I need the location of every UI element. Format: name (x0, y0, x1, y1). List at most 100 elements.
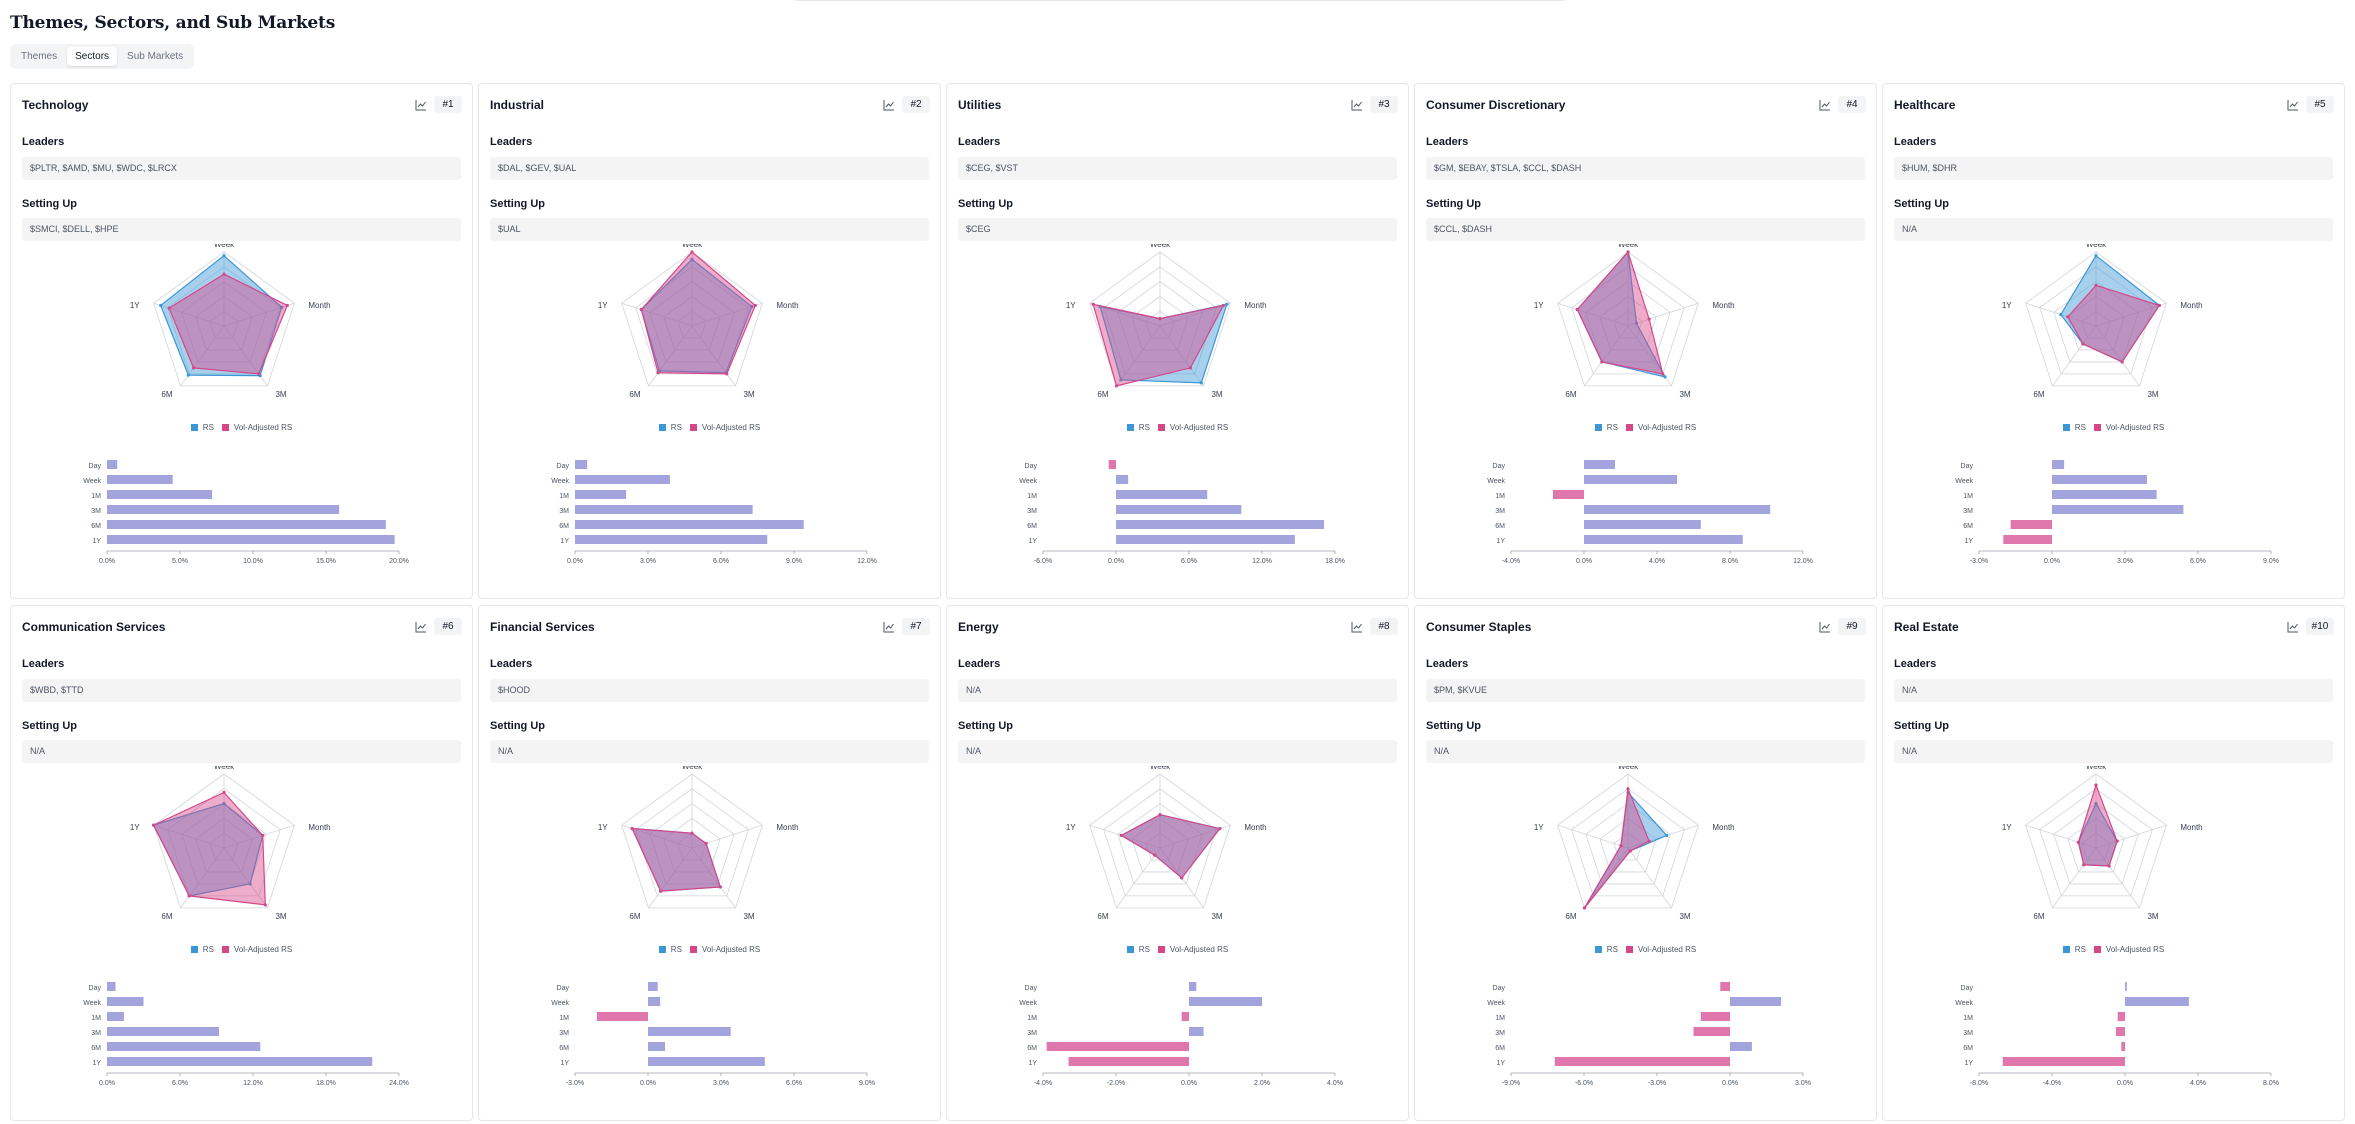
bar-mark (1116, 475, 1129, 484)
legend-item-vol-rs[interactable]: Vol-Adjusted RS (1625, 945, 1696, 954)
radar-series-rs-point (2094, 254, 2098, 258)
radar-grid-ring (649, 803, 735, 885)
radar-grid-ring (209, 310, 239, 339)
radar-axis-label: 1Y (598, 301, 608, 310)
bar-mark (1181, 1012, 1189, 1021)
radar-grid-ring (1585, 803, 1671, 885)
radar-series-vol-rs (1576, 250, 1664, 375)
legend-item-vol-rs[interactable]: Vol-Adjusted RS (1625, 423, 1697, 432)
legend-item-vol-rs[interactable]: Vol-Adjusted RS (1157, 423, 1228, 432)
bar-category-label: Day (1025, 985, 1038, 992)
radar-axis-label: Month (308, 301, 330, 310)
bar-mark (1584, 520, 1701, 529)
rank-badge: #8 (1370, 618, 1398, 635)
bar-category-label: 1Y (560, 538, 569, 545)
radar-series-rs-point (2059, 312, 2063, 317)
legend-item-vol-rs[interactable]: Vol-Adjusted RS (1157, 945, 1228, 954)
legend-item-rs[interactable]: RS (658, 945, 682, 954)
tab-sectors[interactable]: Sectors (67, 47, 118, 66)
bar-category-label: Day (1025, 463, 1038, 470)
legend-item-vol-rs[interactable]: Vol-Adjusted RS (221, 945, 292, 954)
chart-legend: RS Vol-Adjusted RS (947, 423, 1408, 432)
radar-series-vol-rs-point (1158, 317, 1162, 321)
legend-item-vol-rs[interactable]: Vol-Adjusted RS (689, 945, 760, 954)
legend-item-vol-rs[interactable]: Vol-Adjusted RS (221, 423, 292, 432)
chart-icon-axis (1351, 100, 1362, 111)
bar-x-tick-label: 24.0% (389, 1080, 409, 1087)
radar-axis-label: 1Y (1534, 301, 1544, 310)
radar-spoke (223, 847, 268, 909)
legend-item-rs[interactable]: RS (1594, 423, 1618, 432)
leaders-label: Leaders (490, 136, 533, 148)
radar-series-vol-rs (640, 251, 757, 375)
radar-axis-label: Week (682, 766, 703, 771)
radar-chart: Week Month 3M 6M 1Y (598, 244, 799, 399)
legend-item-rs[interactable]: RS (1594, 945, 1618, 954)
radar-axis-label: 3M (2147, 390, 2158, 399)
bar-mark (2010, 520, 2052, 529)
chart-icon-axis (883, 622, 894, 633)
tab-sub-markets[interactable]: Sub Markets (127, 51, 184, 62)
legend-item-vol-rs[interactable]: Vol-Adjusted RS (689, 423, 760, 432)
legend-item-rs[interactable]: RS (190, 423, 214, 432)
bar-mark (1584, 505, 1771, 514)
bar-x-tick-label: 6.0% (786, 1080, 802, 1087)
radar-series-vol-rs (1583, 786, 1650, 909)
radar-spoke (153, 824, 225, 849)
chart-icon-axis (1819, 622, 1830, 633)
bar-category-label: 1M (559, 493, 569, 500)
radar-series-vol-rs-point (2081, 342, 2085, 346)
bar-x-tick-label: 4.0% (1649, 558, 1665, 565)
chart-icon[interactable] (883, 621, 895, 633)
bar-mark (107, 1012, 125, 1021)
chart-icon[interactable] (415, 99, 427, 111)
bar-x-tick-label: 0.0% (2044, 558, 2060, 565)
bar-category-label: 1Y (1028, 538, 1037, 545)
chart-icon[interactable] (2287, 621, 2299, 633)
legend-item-vol-rs[interactable]: Vol-Adjusted RS (2093, 423, 2164, 432)
legend-item-rs[interactable]: RS (190, 945, 214, 954)
radar-grid-ring (195, 295, 253, 351)
bar-category-label: Day (89, 985, 102, 992)
legend-item-rs[interactable]: RS (1126, 945, 1150, 954)
bar-mark (1693, 1027, 1730, 1036)
chart-icon[interactable] (883, 99, 895, 111)
legend-item-rs[interactable]: RS (2062, 945, 2086, 954)
sector-name: Industrial (490, 98, 545, 112)
sector-card: Financial Services #7 Leaders $HOOD Setting … (478, 605, 941, 1121)
bar-mark (107, 460, 118, 469)
bar-category-label: Week (551, 1000, 569, 1007)
legend-item-rs[interactable]: RS (1126, 423, 1150, 432)
radar-series-vol-rs-point (261, 833, 265, 838)
radar-chart: Week Month 3M 6M 1Y (598, 766, 799, 921)
chart-icon[interactable] (1351, 99, 1363, 111)
radar-series-vol-rs-point (2076, 840, 2081, 844)
legend-item-rs[interactable]: RS (658, 423, 682, 432)
legend-item-rs[interactable]: RS (2062, 423, 2086, 432)
bar-category-label: 3M (1027, 1030, 1037, 1037)
sector-card: Utilities #3 Leaders $CEG, $VST Setting Up $C… (946, 83, 1409, 599)
bar-category-label: 1Y (1496, 1060, 1505, 1067)
tab-themes[interactable]: Themes (21, 51, 58, 62)
legend-swatch-rs (2062, 424, 2070, 431)
bar-category-label: 1M (91, 493, 101, 500)
radar-series-vol-rs-point (1188, 366, 1193, 370)
chart-icon-line (1353, 623, 1362, 630)
legend-item-vol-rs[interactable]: Vol-Adjusted RS (2093, 945, 2164, 954)
radar-chart: Week Month 3M 6M 1Y (130, 766, 331, 921)
radar-axis-label: 6M (2033, 912, 2044, 921)
chart-icon[interactable] (1351, 621, 1363, 633)
chart-icon[interactable] (1819, 621, 1831, 633)
radar-spoke (1557, 302, 1629, 327)
legend-label-vol-rs: Vol-Adjusted RS (1637, 423, 1697, 432)
chart-icon[interactable] (2287, 99, 2299, 111)
radar-series-vol-rs-point (659, 889, 663, 893)
bar-x-tick-label: 6.0% (2190, 558, 2206, 565)
radar-spoke (691, 824, 763, 849)
bar-x-tick-label: -4.0% (1034, 1080, 1052, 1087)
radar-grid-ring (1117, 803, 1203, 885)
radar-axis-label: 6M (1565, 912, 1576, 921)
chart-icon[interactable] (415, 621, 427, 633)
radar-series-vol-rs-point (1619, 844, 1623, 848)
chart-icon[interactable] (1819, 99, 1831, 111)
